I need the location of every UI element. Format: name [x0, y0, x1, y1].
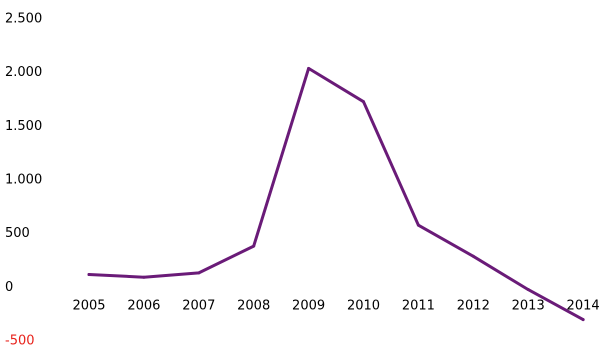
series-line [87, 66, 585, 322]
y-tick-label: -500 [5, 334, 35, 348]
y-tick-label: 2.500 [5, 12, 42, 27]
data-point [416, 223, 420, 227]
x-tick-label: 2005 [72, 299, 105, 314]
data-point [307, 66, 311, 70]
data-point [142, 275, 146, 279]
x-tick-label: 2006 [127, 299, 160, 314]
data-point [581, 318, 585, 322]
y-tick-label: 0 [5, 280, 13, 295]
y-tick-label: 1.000 [5, 173, 42, 188]
y-tick-label: 1.500 [5, 119, 42, 134]
data-point [197, 271, 201, 275]
x-tick-label: 2012 [457, 299, 490, 314]
y-axis: 2.500 2.000 1.500 1.000 500 0 -500 [5, 12, 42, 349]
y-tick-label: 2.000 [5, 65, 42, 80]
x-tick-label: 2014 [567, 299, 600, 314]
x-tick-label: 2013 [512, 299, 545, 314]
x-tick-label: 2008 [237, 299, 270, 314]
y-tick-label: 500 [5, 226, 30, 241]
data-point [526, 288, 530, 292]
data-point [87, 273, 91, 277]
x-tick-label: 2011 [402, 299, 435, 314]
x-tick-label: 2010 [347, 299, 380, 314]
data-point [362, 100, 365, 104]
x-tick-label: 2009 [292, 299, 325, 314]
x-tick-label: 2007 [182, 299, 215, 314]
x-axis: 2005 2006 2007 2008 2009 2010 2011 2012 2013 2014 [72, 299, 599, 314]
data-point [252, 244, 256, 248]
plot-area [87, 66, 585, 322]
data-point [471, 254, 475, 258]
